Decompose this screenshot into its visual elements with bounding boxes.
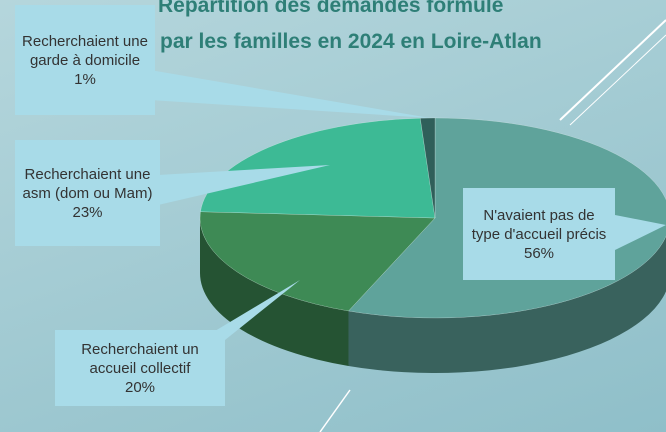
callout-pointer: [158, 165, 330, 205]
value-label: 23%: [72, 203, 103, 221]
category-label: Recherchaient une garde à domicile: [22, 32, 148, 69]
slice: [419, 117, 436, 219]
data-label: Recherchaient une asm (dom ou Mam) 23%: [15, 140, 160, 246]
value-label: 20%: [124, 378, 156, 396]
value-label: 56%: [523, 244, 555, 262]
data-label: N'avaient pas de type d'accueil précis 56…: [463, 188, 615, 280]
callout-pointer: [200, 280, 300, 340]
data-label: Recherchaient une garde à domicile 1%: [15, 5, 155, 115]
decor-line: [559, 19, 666, 121]
slice: [200, 117, 436, 219]
slice-side: [199, 218, 349, 366]
decor-line: [569, 34, 666, 126]
chart-title: par les familles en 2024 en Loire-Atlan: [160, 30, 542, 53]
decor-line: [319, 389, 351, 432]
category-label: Recherchaient un accueil collectif: [81, 340, 199, 377]
slice-side: [348, 236, 666, 374]
callout-pointer: [150, 70, 430, 118]
slice: [199, 211, 436, 312]
value-label: 1%: [74, 70, 96, 88]
category-label: Recherchaient une asm (dom ou Mam): [22, 165, 153, 202]
callout-pointer: [615, 215, 666, 250]
category-label: N'avaient pas de type d'accueil précis: [471, 206, 607, 243]
chart-title: Répartition des demandes formulé: [158, 0, 504, 17]
data-label: Recherchaient un accueil collectif 20%: [55, 330, 225, 406]
